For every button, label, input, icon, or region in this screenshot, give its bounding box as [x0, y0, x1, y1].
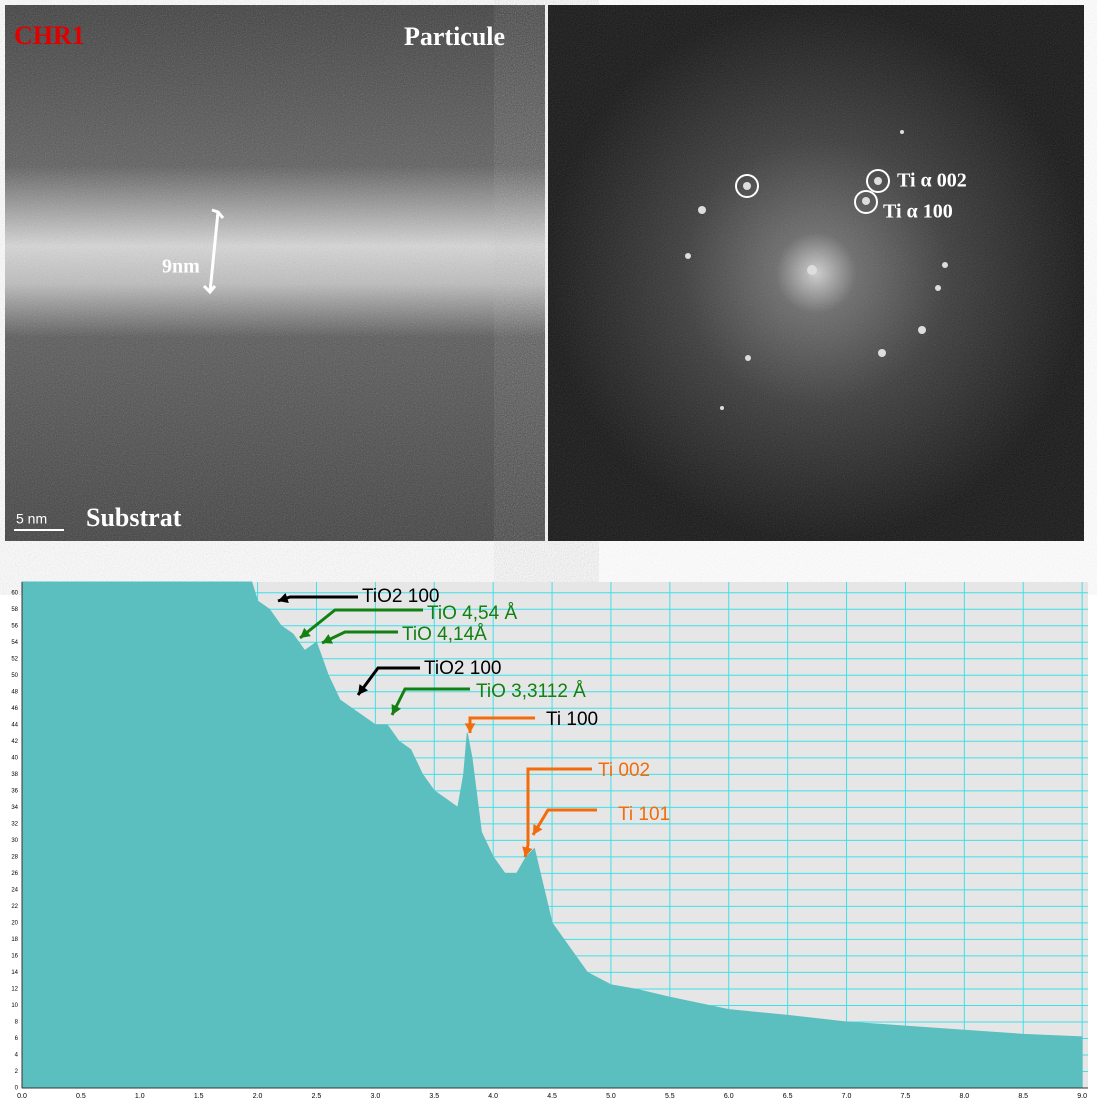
arrow-head: [533, 824, 543, 835]
thickness-arrow: [202, 208, 225, 295]
x-tick-label: 2.0: [253, 1093, 263, 1100]
y-tick-label: 34: [11, 805, 18, 811]
y-tick-label: 12: [11, 987, 18, 993]
x-tick-label: 5.5: [665, 1093, 675, 1100]
y-tick-label: 48: [11, 689, 18, 695]
tem-image: CHR1 Particule 9nm 5 nm Substrat: [5, 5, 545, 541]
y-tick-label: 60: [11, 590, 18, 596]
annotation: Ti 002: [598, 760, 650, 781]
y-tick-label: 36: [11, 788, 18, 794]
y-tick-label: 16: [11, 954, 18, 960]
x-tick-label: 6.5: [783, 1093, 793, 1100]
y-tick-label: 4: [15, 1053, 19, 1059]
sample-label: CHR1: [14, 21, 85, 50]
x-tick-label: 3.5: [429, 1093, 439, 1100]
spot-circles: [735, 169, 890, 214]
x-tick-label: 1.0: [135, 1093, 145, 1100]
tem-texture: [5, 5, 545, 541]
x-tick-label: 6.0: [724, 1093, 734, 1100]
annotation-arrow: [299, 608, 423, 640]
y-tick-label: 0: [15, 1086, 19, 1092]
x-tick-label: 2.5: [312, 1093, 322, 1100]
arrow-head: [278, 592, 289, 603]
x-tick-label: 8.5: [1018, 1093, 1028, 1100]
bottom-label: Substrat: [86, 503, 182, 532]
annotation-arrow: [531, 808, 597, 836]
arrow-head: [522, 846, 533, 857]
y-tick-label: 56: [11, 623, 18, 629]
y-tick-label: 22: [11, 904, 18, 910]
fft-image: Ti α 002 Ti α 100: [548, 5, 1084, 541]
profile-chart: 0246810121416182022242628303234363840424…: [11, 581, 1088, 1100]
spot-label: Ti α 002: [897, 170, 967, 192]
y-tick-label: 2: [15, 1069, 19, 1075]
spot-label: Ti α 100: [883, 201, 953, 223]
y-tick-label: 54: [11, 640, 18, 646]
y-tick-label: 42: [11, 739, 18, 745]
annotation: TiO 4,54 Å: [427, 603, 517, 624]
arrow-head: [300, 627, 311, 638]
annotation-arrow: [356, 666, 420, 696]
y-tick-label: 20: [11, 920, 18, 926]
y-tick-label: 44: [11, 722, 18, 728]
scale-bar-label: 5 nm: [16, 511, 47, 527]
x-tick-label: 7.0: [842, 1093, 852, 1100]
y-tick-label: 8: [15, 1020, 19, 1026]
y-tick-label: 24: [11, 887, 18, 893]
thickness-label: 9nm: [162, 256, 200, 278]
y-tick-label: 28: [11, 854, 18, 860]
x-tick-label: 0.5: [76, 1093, 86, 1100]
y-tick-label: 18: [11, 937, 18, 943]
top-label: Particule: [404, 22, 505, 51]
x-tick-label: 8.0: [959, 1093, 969, 1100]
y-tick-label: 14: [11, 970, 18, 976]
y-tick-label: 40: [11, 755, 18, 761]
x-tick-label: 3.0: [371, 1093, 381, 1100]
x-tick-label: 4.5: [547, 1093, 557, 1100]
arrow-head: [391, 704, 402, 715]
x-tick-label: 1.5: [194, 1093, 204, 1100]
x-tick-label: 0.0: [17, 1093, 27, 1100]
annotation: Ti 101: [618, 804, 670, 825]
arrow-head: [358, 684, 368, 695]
x-tick-label: 4.0: [488, 1093, 498, 1100]
annotation: TiO 4,14Å: [402, 624, 487, 645]
y-tick-label: 38: [11, 772, 18, 778]
arrow-head: [464, 723, 476, 733]
y-tick-label: 10: [11, 1003, 18, 1009]
x-tick-label: 7.5: [901, 1093, 911, 1100]
y-tick-label: 30: [11, 838, 18, 844]
annotation-arrow: [390, 687, 470, 716]
annotation: TiO2 100: [424, 658, 501, 679]
y-tick-label: 58: [11, 607, 18, 613]
arrow-head: [322, 634, 333, 644]
fft-spots: [685, 130, 948, 410]
annotation: TiO 3,3112 Å: [476, 681, 586, 702]
profile-area: [21, 581, 1083, 1089]
y-tick-label: 6: [15, 1036, 19, 1042]
annotation: Ti 100: [546, 709, 598, 730]
y-tick-label: 46: [11, 706, 18, 712]
y-tick-label: 32: [11, 821, 18, 827]
annotation: TiO2 100: [362, 586, 439, 607]
y-tick-label: 52: [11, 656, 18, 662]
y-tick-label: 50: [11, 673, 18, 679]
y-tick-label: 26: [11, 871, 18, 877]
x-tick-label: 9.0: [1077, 1093, 1087, 1100]
x-tick-label: 5.0: [606, 1093, 616, 1100]
